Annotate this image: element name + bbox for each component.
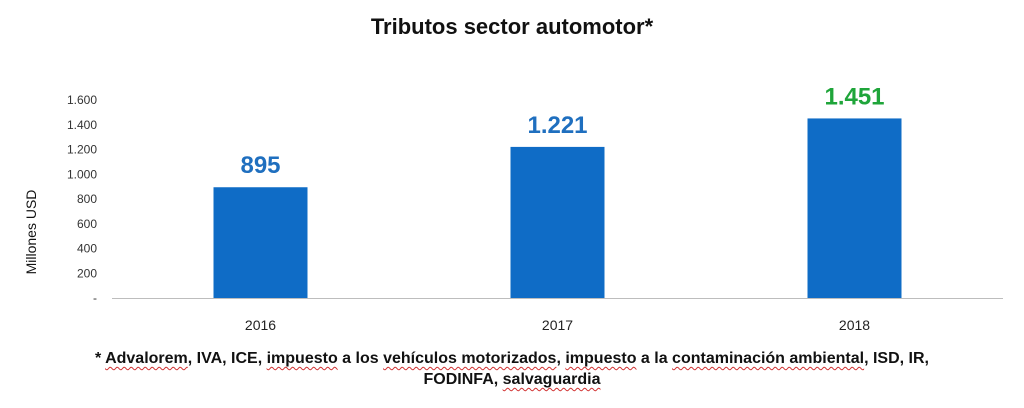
footnote-text-5: , ISD, IR, xyxy=(864,350,929,367)
footnote-advalorem: Advalorem xyxy=(105,350,188,367)
y-tick-label: 1.400 xyxy=(67,118,97,132)
footnote-text-6: , xyxy=(493,371,503,388)
chart-title: Tributos sector automotor* xyxy=(370,14,654,39)
data-label: 1.221 xyxy=(527,112,587,139)
footnote-text-2: a los xyxy=(337,350,384,367)
data-label: 895 xyxy=(240,152,280,179)
footnote-text-4: a la xyxy=(636,350,673,367)
footnote-contaminacion: contaminación ambiental xyxy=(672,350,865,367)
bar xyxy=(807,118,902,298)
y-tick-label: 1.200 xyxy=(67,143,97,157)
y-tick-label: 400 xyxy=(77,242,97,256)
y-tick-label: 200 xyxy=(77,266,97,280)
bar-chart: - 200 400 600 800 1.000 1.200 1.400 1.600 Millone… xyxy=(23,83,1003,333)
footnote-salvaguardia: salvaguardia xyxy=(502,371,601,388)
x-tick-label: 2016 xyxy=(245,317,276,333)
y-tick-label: 1.600 xyxy=(67,93,97,107)
bar xyxy=(213,187,308,298)
footnote: * Advalorem, IVA, ICE, impuesto a los ve… xyxy=(20,348,1004,390)
footnote-text-1: , IVA, ICE, xyxy=(187,350,267,367)
footnote-impuesto-1: impuesto xyxy=(266,350,338,367)
x-tick-label: 2017 xyxy=(542,317,573,333)
data-label: 1.451 xyxy=(824,83,884,110)
x-tick-label: 2018 xyxy=(839,317,870,333)
footnote-fodinfa: FODINFA xyxy=(423,371,494,388)
y-tick-label: 1.000 xyxy=(67,167,97,181)
footnote-impuesto-2: impuesto xyxy=(565,350,637,367)
footnote-vehiculos: vehículos motorizados xyxy=(383,350,557,367)
y-tick-label: 600 xyxy=(77,217,97,231)
y-axis-title: Millones USD xyxy=(23,190,39,275)
bar xyxy=(510,146,605,298)
y-tick-label: - xyxy=(93,291,97,305)
footnote-star: * xyxy=(94,350,106,367)
y-tick-label: 800 xyxy=(77,192,97,206)
footnote-text-3: , xyxy=(556,350,566,367)
